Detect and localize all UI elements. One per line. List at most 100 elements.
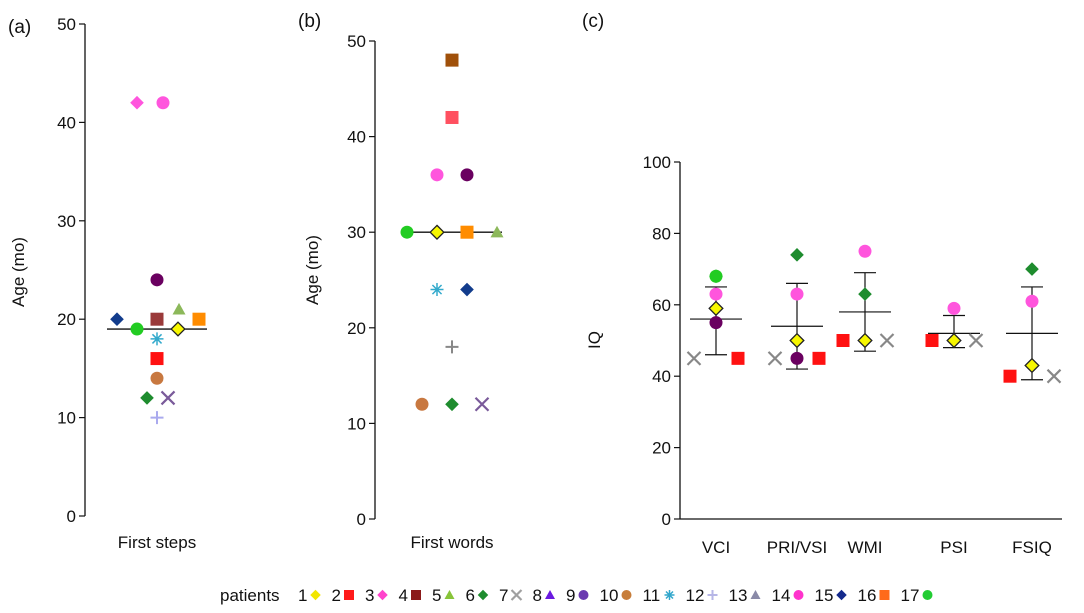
y-tick-label: 20 [652, 439, 671, 458]
legend-marker [344, 590, 354, 600]
data-point [400, 225, 414, 239]
data-point [879, 333, 895, 348]
data-point [709, 269, 723, 283]
data-point [836, 334, 850, 347]
data-point [172, 302, 186, 315]
legend-marker [621, 590, 632, 600]
data-point [430, 168, 444, 182]
legend-marker [578, 590, 589, 600]
panel-a-y-axis-label: Age (mo) [9, 237, 28, 307]
legend-entry-label: 17 [901, 586, 920, 605]
data-point [947, 301, 961, 315]
y-tick-label: 10 [347, 414, 366, 433]
data-point [709, 316, 723, 330]
data-point [1046, 368, 1062, 384]
panel-c-x-categories: VCI PRI/VSI WMI PSI FSIQ [702, 538, 1052, 557]
legend-entry-label: 5 [432, 586, 441, 605]
legend-entry-label: 13 [729, 586, 748, 605]
data-point [1025, 294, 1039, 308]
data-point [130, 322, 144, 336]
legend-entry-label: 7 [499, 586, 508, 605]
data-point [150, 352, 164, 366]
data-point [858, 287, 872, 301]
data-point [150, 273, 164, 287]
data-point [490, 225, 504, 238]
data-point [460, 225, 474, 239]
panel-c: (c) IQ 0 20 40 60 80 100 VCI PRI/VSI WMI PSI FSIQ [582, 11, 1062, 557]
legend-entry-label: 6 [466, 586, 475, 605]
x-category-label: PSI [940, 538, 967, 557]
data-point [110, 312, 124, 327]
panel-b-label: (b) [298, 11, 321, 32]
data-point [790, 351, 804, 365]
data-point [445, 340, 459, 354]
legend-entry-label: 3 [365, 586, 374, 605]
panel-b: (b) Age (mo) 0 10 20 30 40 50 First words [298, 11, 504, 552]
legend-entry-label: 2 [332, 586, 341, 605]
data-point [150, 312, 164, 326]
x-category-label: FSIQ [1012, 538, 1052, 557]
legend-marker [377, 589, 388, 601]
data-point [156, 96, 170, 110]
data-point [790, 287, 804, 301]
panel-c-points [686, 244, 1062, 384]
data-point [429, 224, 445, 240]
panel-c-y-ticks: 0 20 40 60 80 100 [643, 153, 680, 529]
y-tick-label: 50 [57, 15, 76, 34]
y-tick-label: 20 [347, 319, 366, 338]
data-point [192, 312, 206, 326]
data-point [170, 321, 186, 337]
y-tick-label: 80 [652, 224, 671, 243]
x-category-label: WMI [848, 538, 883, 557]
panel-a-y-ticks: 0 10 20 30 40 50 [57, 15, 85, 526]
y-tick-label: 30 [57, 212, 76, 231]
panel-a-points [110, 95, 206, 425]
legend-marker [879, 590, 890, 600]
panel-a-label: (a) [8, 17, 31, 38]
legend-marker [793, 590, 804, 600]
data-point [1024, 357, 1040, 374]
data-point [767, 351, 783, 366]
legend-marker [477, 589, 489, 601]
data-point [925, 334, 939, 347]
panel-c-mean-sd [690, 272, 1058, 381]
panel-b-y-ticks: 0 10 20 30 40 50 [347, 32, 375, 529]
y-tick-label: 0 [662, 510, 671, 529]
data-point [731, 351, 745, 365]
x-category-label: PRI/VSI [767, 538, 827, 557]
legend-marker [707, 590, 718, 600]
legend-marker [836, 589, 847, 601]
data-point [789, 332, 805, 349]
y-tick-label: 0 [67, 507, 76, 526]
data-point [812, 351, 826, 365]
panel-a: (a) Age (mo) 0 10 20 30 40 50 First steps [8, 15, 207, 552]
legend-entry-label: 1 [298, 586, 307, 605]
legend-marker [310, 589, 321, 601]
data-point [160, 390, 176, 406]
y-tick-label: 30 [347, 223, 366, 242]
data-point [857, 332, 873, 349]
data-point [460, 282, 474, 297]
patients-legend: patients 1 2 3 4 5 6 7 8 9 10 11 12 13 14 15 16 17 [220, 586, 933, 605]
data-point [709, 287, 723, 301]
data-point [858, 244, 872, 258]
data-point [445, 110, 459, 124]
legend-entry-label: 11 [643, 586, 661, 605]
data-point [415, 397, 429, 411]
legend-marker [545, 590, 555, 599]
data-point [130, 95, 144, 110]
legend-entry-label: 8 [533, 586, 542, 605]
legend-entry-label: 16 [858, 586, 877, 605]
data-point [968, 333, 984, 348]
legend-marker [411, 590, 421, 600]
y-tick-label: 40 [652, 367, 671, 386]
y-tick-label: 0 [357, 510, 366, 529]
data-point [445, 53, 459, 67]
data-point [445, 397, 459, 412]
data-point [150, 332, 164, 346]
legend-marker [922, 590, 933, 600]
panel-c-y-axis-label: IQ [585, 331, 604, 349]
data-point [946, 332, 962, 349]
panel-b-y-axis-label: Age (mo) [303, 235, 322, 305]
